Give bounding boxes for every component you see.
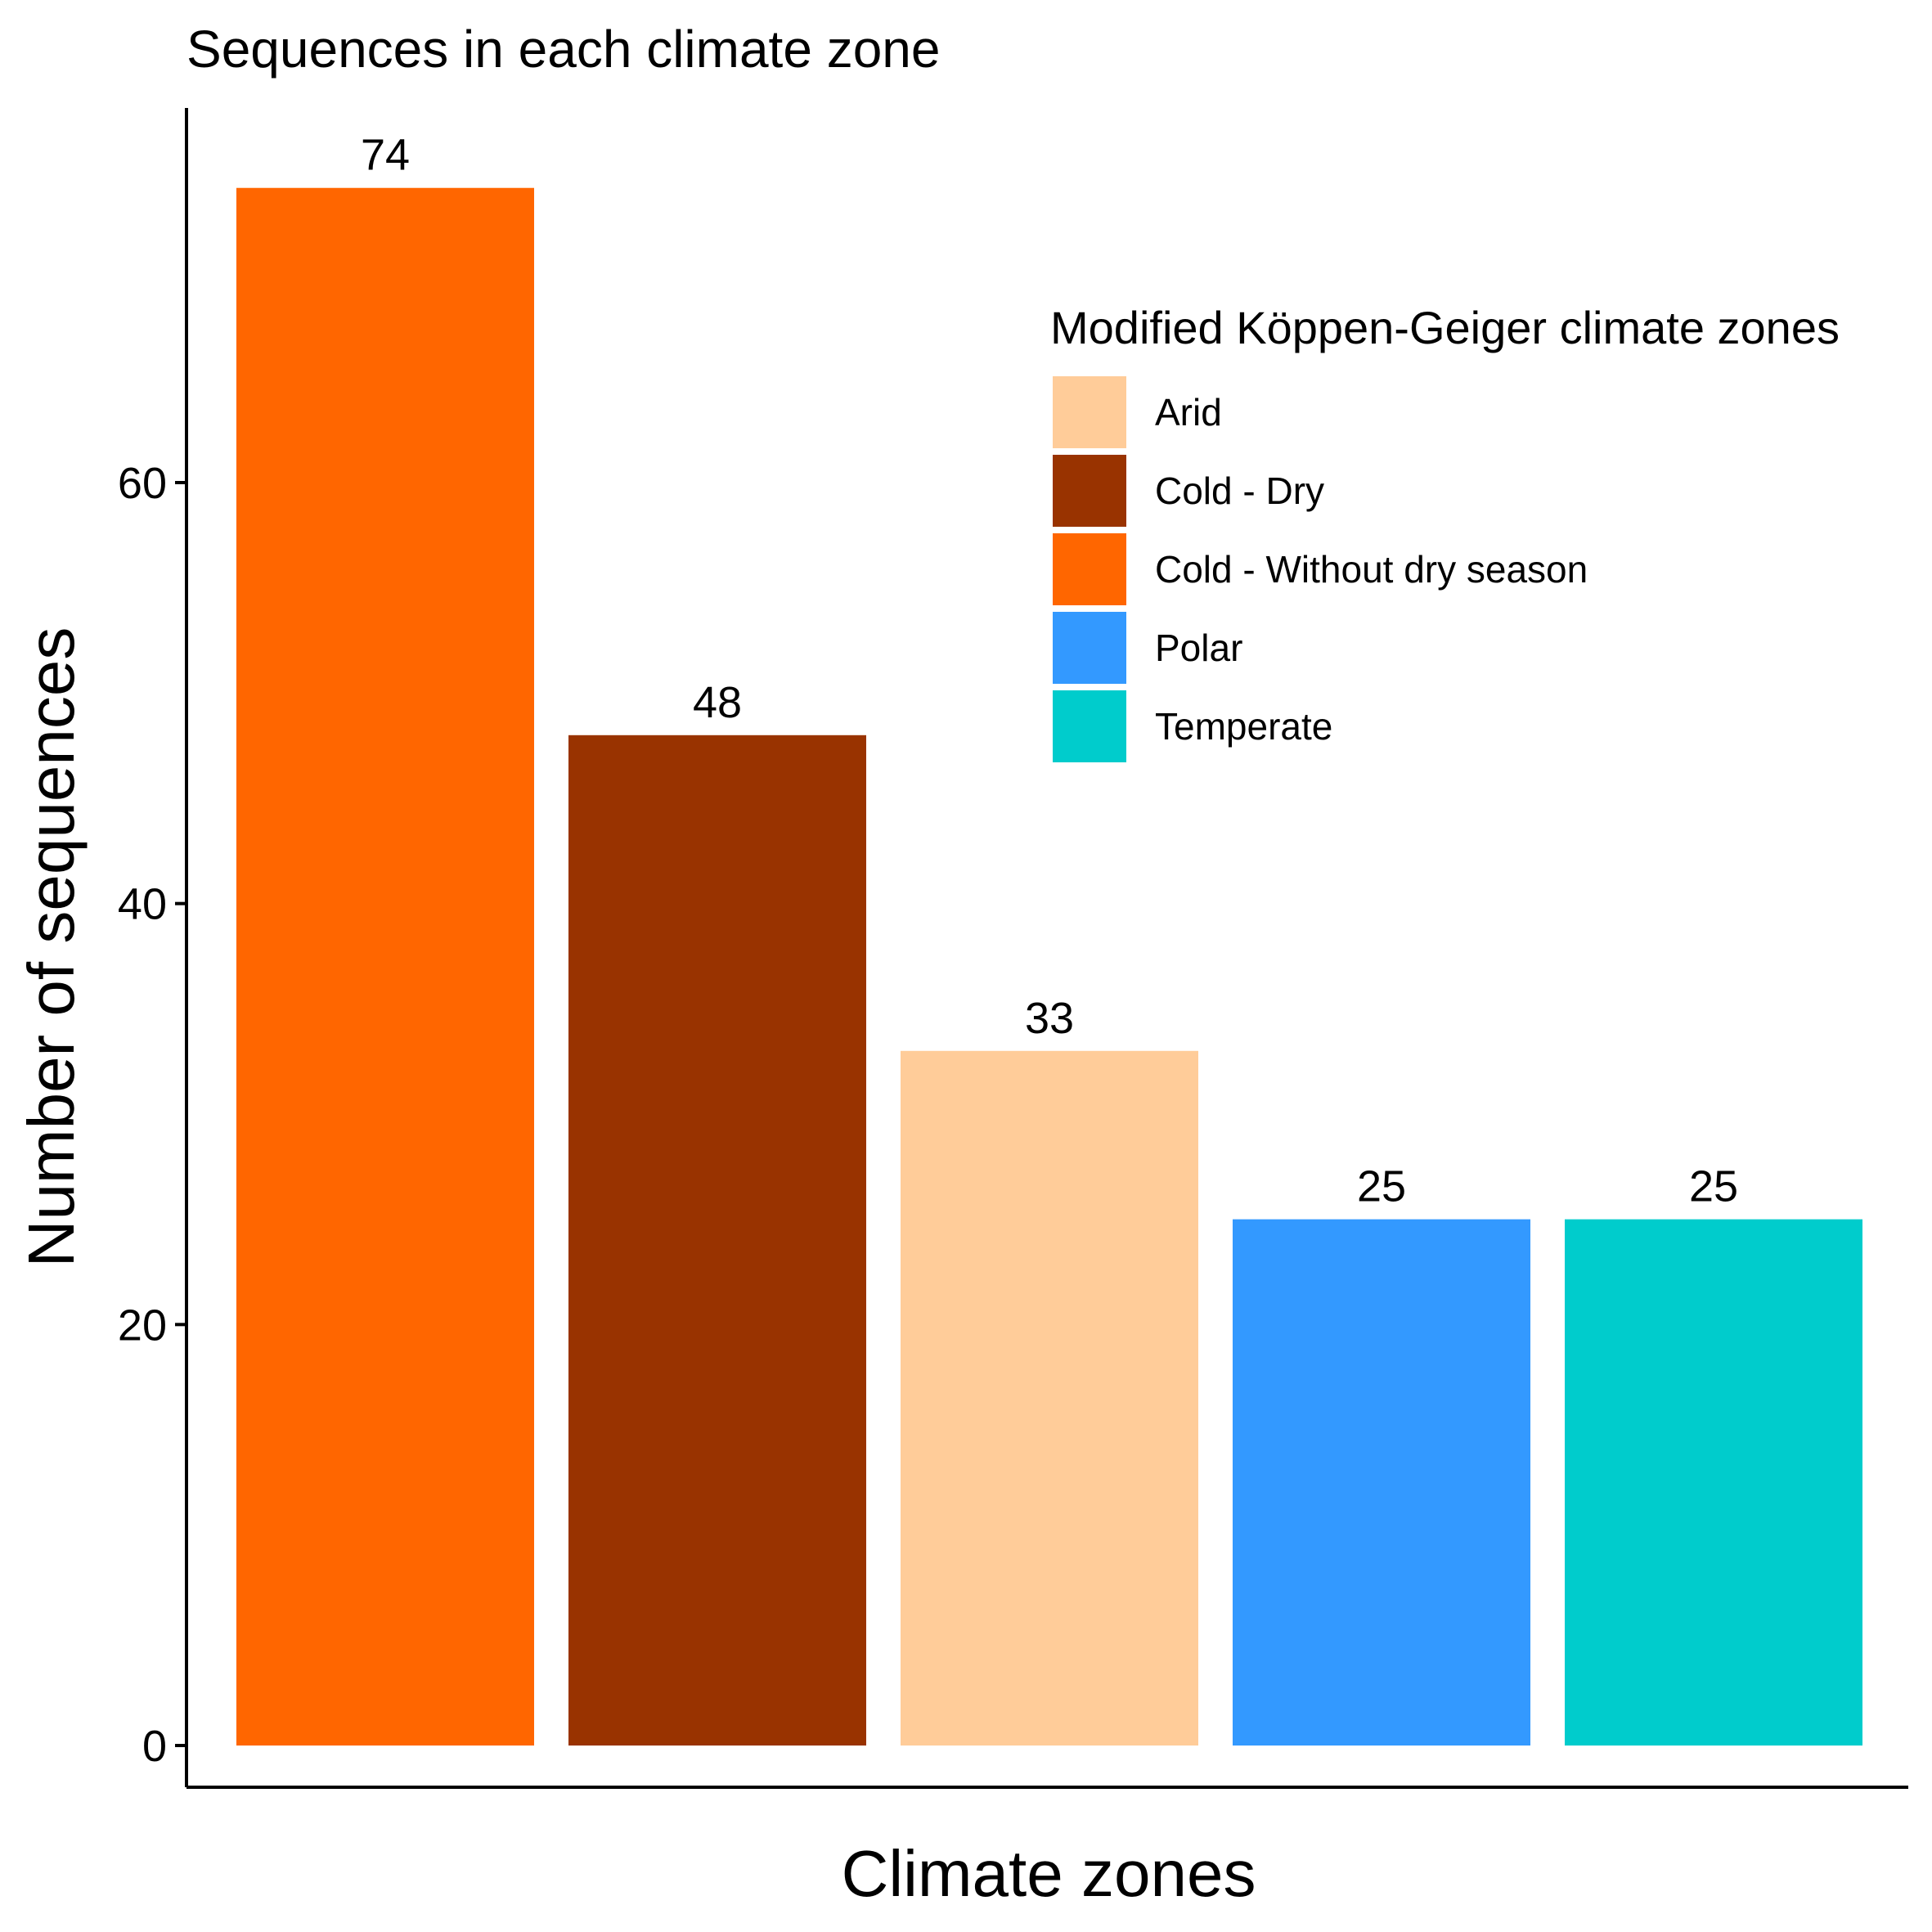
y-tick-label: 40 (118, 880, 167, 929)
data-labels: 74 48 33 25 25 (361, 131, 1738, 1211)
bar-value-label: 48 (693, 678, 742, 727)
bar-value-label: 74 (361, 131, 410, 180)
bar-value-label: 25 (1689, 1162, 1738, 1211)
y-tick-label: 20 (118, 1301, 167, 1350)
legend-key (1053, 376, 1126, 448)
legend-label: Polar (1155, 627, 1242, 669)
bar: Cold - Dry (568, 735, 866, 1746)
chart-title: Sequences in each climate zone (186, 20, 940, 79)
legend-label: Temperate (1155, 705, 1332, 748)
y-tick-label: 60 (118, 459, 167, 508)
legend-label: Arid (1155, 391, 1222, 434)
bar: Cold - Without dry season (236, 187, 534, 1746)
legend-label: Cold - Without dry season (1155, 548, 1588, 591)
legend-key (1053, 455, 1126, 527)
legend-key (1053, 612, 1126, 684)
legend: Modified Köppen-Geiger climate zones Ari… (1050, 302, 1840, 762)
bar: Temperate (1565, 1219, 1862, 1746)
y-ticks: 0 20 40 60 (118, 459, 186, 1771)
bar-value-label: 33 (1025, 994, 1074, 1043)
bar: Arid (901, 1050, 1198, 1746)
legend-key (1053, 690, 1126, 762)
y-axis-title: Number of sequences (15, 627, 88, 1268)
bar-value-label: 25 (1357, 1162, 1406, 1211)
y-tick-label: 0 (142, 1722, 167, 1771)
bars: Cold - Without dry seasonCold - DryAridP… (236, 187, 1862, 1746)
bar: Polar (1233, 1219, 1530, 1746)
x-axis-title: Climate zones (842, 1837, 1256, 1910)
legend-label: Cold - Dry (1155, 470, 1324, 512)
legend-items: Arid Cold - Dry Cold - Without dry season P… (1053, 376, 1588, 762)
legend-key (1053, 533, 1126, 605)
legend-title: Modified Köppen-Geiger climate zones (1050, 302, 1840, 353)
